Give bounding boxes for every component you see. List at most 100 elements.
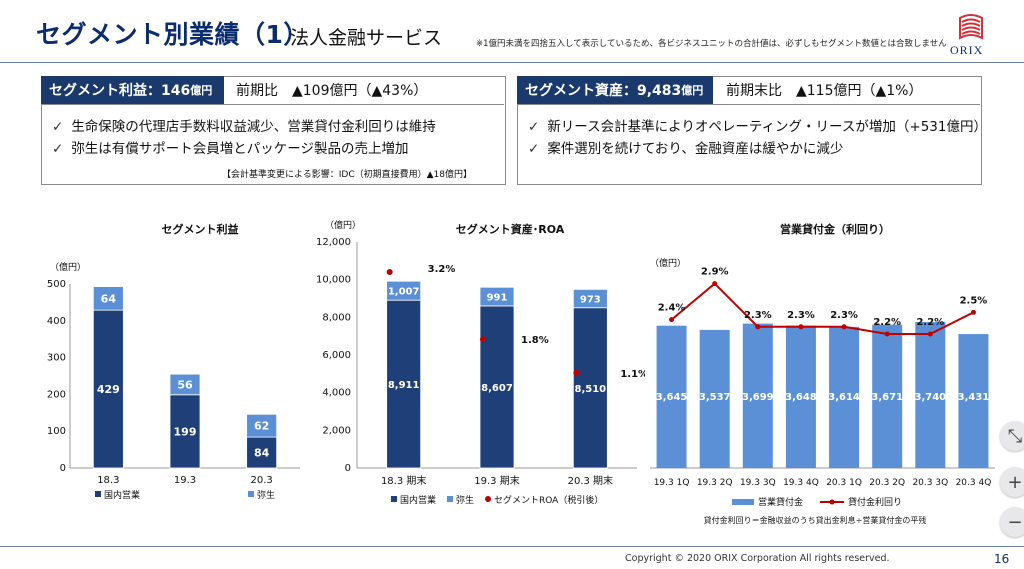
bar	[958, 334, 989, 468]
y-tick-label: 500	[47, 279, 66, 290]
y-tick-label: 8,000	[322, 312, 351, 323]
bar	[829, 326, 860, 468]
x-tick-label: 20.3 期末	[568, 474, 613, 487]
data-label: 991	[487, 293, 508, 304]
bar-segment	[169, 394, 201, 469]
yield-label: 2.3%	[830, 310, 858, 321]
roa-point	[386, 269, 393, 275]
bar-segment	[386, 280, 422, 301]
check-icon: ✓	[52, 119, 64, 135]
yield-label: 2.2%	[873, 317, 901, 328]
roa-label: 3.2%	[428, 264, 456, 275]
chart-title: セグメント利益	[162, 222, 239, 236]
x-tick-label: 20.3 2Q	[869, 478, 905, 488]
x-tick-label: 19.3 3Q	[740, 478, 776, 488]
x-tick-label: 19.3 1Q	[654, 478, 690, 488]
roa-label: 1.1%	[620, 369, 645, 380]
yield-point	[927, 331, 933, 337]
page-subtitle: 法人金融サービス	[290, 27, 443, 49]
yield-label: 2.5%	[960, 295, 988, 306]
data-label: 3,614	[828, 392, 860, 403]
data-label: 56	[177, 378, 193, 391]
profit-bullet: ✓ 生命保険の代理店手数料収益減少、営業貸付金利回りは維持	[52, 115, 436, 135]
legend-label: セグメントROA（税引後）	[494, 494, 603, 506]
data-label: 8,510	[575, 384, 607, 395]
profit-badge: セグメント利益：146 億円	[41, 76, 224, 104]
y-tick-label: 400	[47, 316, 66, 327]
y-tick-label: 12,000	[316, 237, 351, 248]
bar	[915, 322, 946, 468]
check-icon: ✓	[528, 119, 540, 135]
data-label: 3,671	[871, 392, 903, 403]
bar	[699, 329, 730, 468]
data-label: 62	[254, 420, 269, 433]
segment-profit-chart: セグメント利益 （億円） 0 100 200 300 400 500 429 64 18.3 199 5…	[47, 222, 300, 501]
bar-segment	[92, 309, 124, 469]
legend-label: 国内営業	[400, 494, 436, 506]
bar-segment	[479, 286, 515, 307]
fit-screen-button[interactable]: ⤡	[1000, 421, 1024, 451]
bar-segment	[479, 305, 515, 469]
bar-segment	[572, 307, 608, 469]
legend-swatch	[447, 496, 453, 502]
legend-swatch	[391, 496, 397, 502]
data-label: 8,911	[388, 380, 420, 391]
assets-bullet-text: 新リース会計基準によりオペレーティング・リースが増加（+531億円）	[547, 119, 987, 135]
bar-segment	[386, 299, 422, 469]
x-tick-label: 18.3 期末	[381, 474, 426, 487]
legend-label: 営業貸付金	[758, 496, 803, 508]
y-tick-label: 0	[60, 463, 66, 474]
assets-badge: セグメント資産：9,483 億円	[517, 76, 713, 104]
yield-point	[884, 331, 890, 337]
x-tick-label: 20.3 3Q	[912, 478, 948, 488]
bar-segment	[246, 413, 278, 438]
profit-panel-divider	[41, 104, 504, 105]
yield-label: 2.9%	[701, 267, 729, 278]
zoom-in-button[interactable]: +	[1000, 467, 1024, 497]
assets-panel-divider	[517, 104, 980, 105]
profit-badge-label: セグメント利益：146	[49, 83, 191, 99]
y-tick-label: 4,000	[322, 388, 351, 399]
data-label: 3,648	[785, 392, 817, 403]
chart-title: 営業貸付金（利回り）	[780, 222, 890, 236]
bar-segment	[92, 286, 124, 311]
bar	[872, 324, 903, 468]
orix-logo-icon	[959, 14, 983, 40]
data-label: 199	[174, 425, 197, 438]
y-tick-label: 100	[47, 426, 66, 437]
x-tick-label: 19.3 2Q	[697, 478, 733, 488]
x-tick-label: 19.3 4Q	[783, 478, 819, 488]
bar-segment	[572, 289, 608, 309]
bar-segment	[169, 373, 201, 396]
profit-bullet: ✓ 弥生は有償サポート会員増とパッケージ製品の売上増加	[52, 137, 409, 157]
profit-comparison: 前期比 ▲109億円（▲43%）	[236, 83, 428, 99]
x-tick-label: 20.3	[251, 475, 273, 486]
y-tick-label: 10,000	[316, 275, 351, 286]
legend-label: 弥生	[257, 489, 275, 501]
x-tick-label: 20.3 4Q	[956, 478, 992, 488]
legend-swatch	[732, 499, 754, 505]
y-tick-label: 300	[47, 353, 66, 364]
data-label: 84	[254, 447, 270, 460]
footnote: 貸付金利回り＝金融収益のうち貸出金利息÷営業貸付金の平残	[704, 515, 927, 525]
assets-comparison: 前期末比 ▲115億円（▲1%）	[726, 83, 923, 99]
data-label: 3,431	[958, 392, 990, 403]
data-label: 3,740	[914, 392, 946, 403]
profit-badge-unit: 億円	[190, 84, 213, 97]
check-icon: ✓	[52, 141, 64, 157]
profit-bullet-text: 生命保険の代理店手数料収益減少、営業貸付金利回りは維持	[71, 119, 436, 135]
bar	[785, 325, 816, 468]
zoom-out-button[interactable]: −	[1000, 507, 1024, 537]
footer-divider	[0, 546, 1024, 547]
assets-bullet-text: 案件選別を続けており、金融資産は緩やかに減少	[547, 141, 844, 157]
assets-badge-unit: 億円	[681, 84, 704, 97]
data-label: 429	[97, 383, 120, 396]
legend-swatch	[485, 496, 491, 502]
legend-label: 国内営業	[104, 489, 140, 501]
roa-label: 1.8%	[521, 335, 549, 346]
data-label: 8,607	[481, 383, 513, 394]
data-label: 3,645	[656, 392, 688, 403]
data-label: 64	[101, 292, 117, 305]
assets-badge-label: セグメント資産：9,483	[525, 83, 682, 99]
data-label: 3,699	[742, 392, 774, 403]
